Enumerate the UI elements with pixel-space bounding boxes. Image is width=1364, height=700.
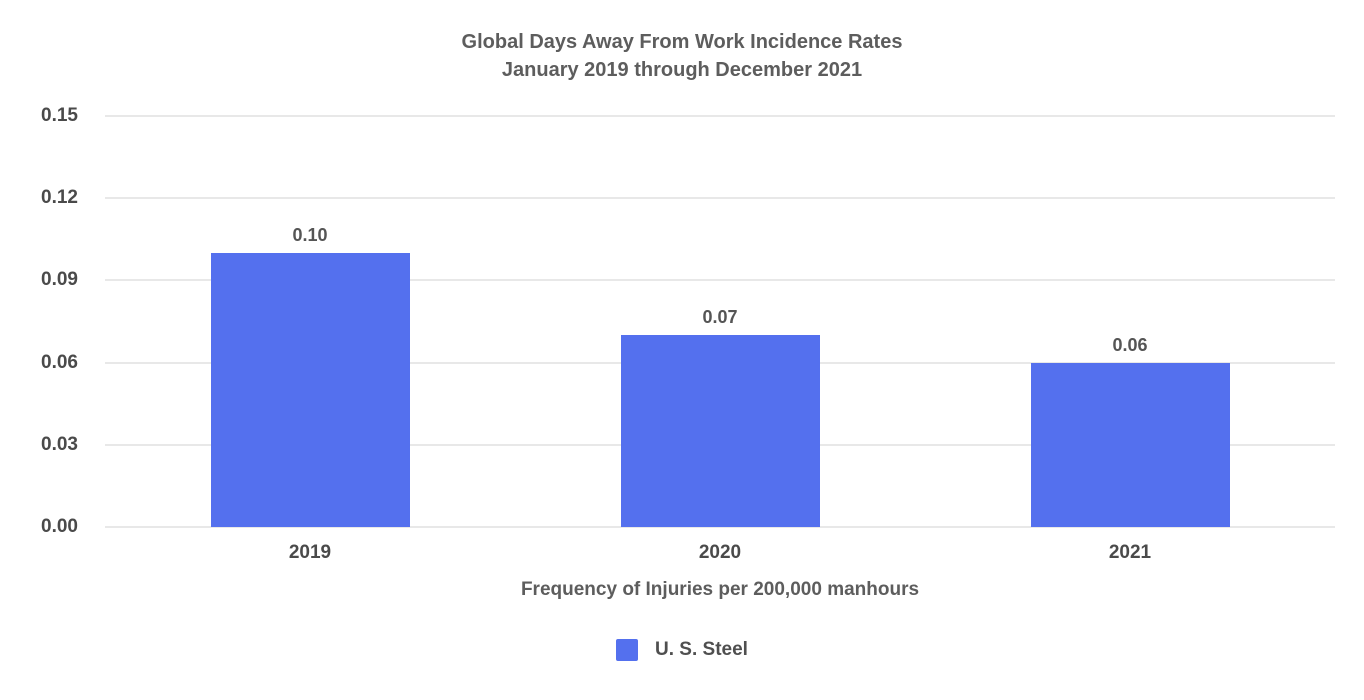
chart-title-line1: Global Days Away From Work Incidence Rat… bbox=[461, 31, 903, 53]
y-axis-tick-label: 0.15 bbox=[41, 105, 78, 126]
x-axis-title: Frequency of Injuries per 200,000 manhou… bbox=[520, 579, 920, 600]
legend: U. S. Steel bbox=[0, 638, 1364, 662]
y-axis-tick-label: 0.03 bbox=[41, 433, 78, 455]
bar-value-label: 0.07 bbox=[702, 307, 738, 328]
gridline bbox=[105, 526, 1335, 528]
x-axis-tick-label: 2020 bbox=[698, 542, 742, 563]
y-axis-tick-label: 0.06 bbox=[41, 351, 78, 373]
legend-label: U. S. Steel bbox=[655, 639, 748, 660]
gridline bbox=[105, 115, 1335, 117]
bar-value-label: 0.10 bbox=[292, 225, 328, 245]
legend-item-us-steel[interactable]: U. S. Steel bbox=[616, 638, 748, 662]
gridline bbox=[105, 279, 1335, 282]
bar-2020[interactable] bbox=[620, 335, 820, 527]
bar-value-label: 0.06 bbox=[1112, 334, 1148, 355]
bar-2019[interactable] bbox=[210, 253, 410, 527]
plot-area: 0.10 0.07 0.06 bbox=[105, 115, 1335, 528]
legend-swatch-icon bbox=[616, 639, 639, 661]
gridline bbox=[105, 197, 1335, 200]
chart-title-line2: January 2019 through December 2021 bbox=[501, 59, 863, 81]
x-axis-tick-label: 2019 bbox=[288, 542, 332, 563]
chart-title: Global Days Away From Work Incidence Rat… bbox=[0, 28, 1364, 84]
y-axis-tick-label: 0.09 bbox=[41, 269, 78, 291]
bar-2021[interactable] bbox=[1030, 362, 1230, 527]
y-axis-tick-label: 0.12 bbox=[41, 187, 78, 209]
y-axis-tick-label: 0.00 bbox=[41, 516, 78, 537]
x-axis-tick-label: 2021 bbox=[1108, 542, 1152, 563]
